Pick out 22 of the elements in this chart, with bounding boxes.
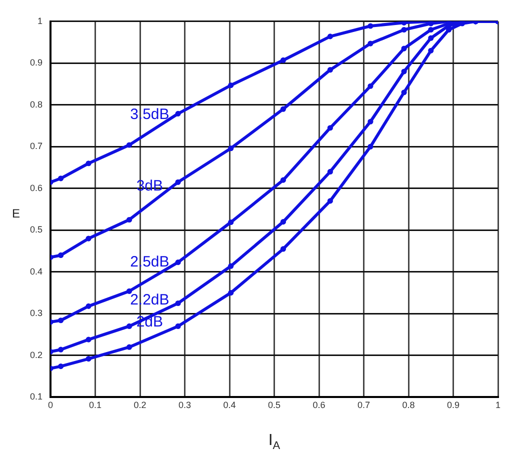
x-tick-label: 0.6 bbox=[312, 400, 326, 410]
y-tick-label: 0.9 bbox=[30, 58, 43, 68]
x-tick-label: 0.4 bbox=[223, 400, 236, 410]
x-tick-label: 0.8 bbox=[402, 400, 415, 410]
x-tick-label: 0 bbox=[48, 400, 54, 410]
y-tick-label: 0.3 bbox=[30, 308, 43, 318]
y-tick-label: 0.5 bbox=[30, 224, 43, 235]
y-axis-title: E bbox=[12, 206, 20, 221]
y-tick-label: 0.7 bbox=[30, 141, 43, 152]
x-tick-label: 0.5 bbox=[268, 400, 281, 410]
y-tick-label: 0.6 bbox=[30, 182, 43, 193]
y-tick-label: 0.2 bbox=[30, 350, 43, 360]
y-tick-label: 0.4 bbox=[30, 266, 43, 276]
x-tick-label: 0.9 bbox=[446, 400, 460, 410]
y-tick-label: 0.1 bbox=[30, 392, 43, 402]
y-tick-label: 0.8 bbox=[30, 99, 43, 110]
x-tick-label: 1 bbox=[495, 400, 501, 410]
x-tick-label: 0.1 bbox=[89, 400, 102, 410]
x-tick-label: 0.3 bbox=[178, 400, 192, 410]
y-tick-label: 1 bbox=[37, 16, 43, 26]
x-tick-label: 0.7 bbox=[357, 400, 370, 410]
x-tick-label: 0.2 bbox=[134, 400, 146, 410]
